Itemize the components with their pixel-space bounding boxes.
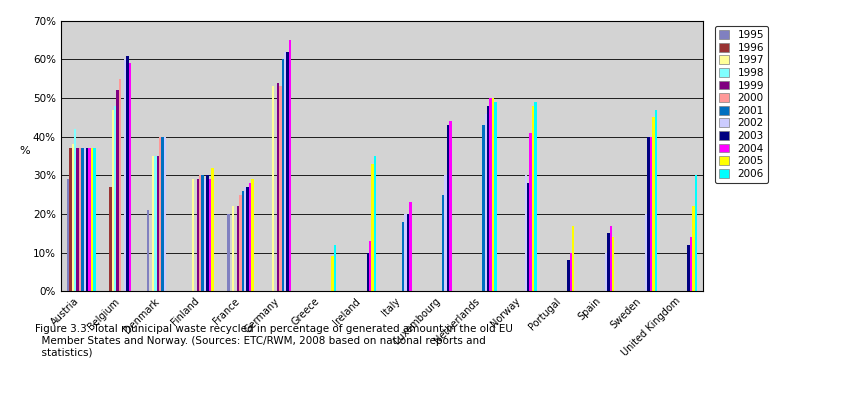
Bar xyxy=(208,179,211,291)
Bar xyxy=(272,87,274,291)
Bar xyxy=(247,187,249,291)
Bar xyxy=(67,179,69,291)
Bar xyxy=(612,237,615,291)
Bar xyxy=(126,56,128,291)
Bar xyxy=(645,214,648,291)
Bar xyxy=(532,106,535,291)
Bar xyxy=(192,179,194,291)
Bar xyxy=(567,260,569,291)
Bar xyxy=(74,129,76,291)
Bar xyxy=(147,210,149,291)
Bar xyxy=(450,121,451,291)
Bar xyxy=(249,183,251,291)
Bar xyxy=(654,110,657,291)
Bar xyxy=(284,52,286,291)
Bar xyxy=(694,175,697,291)
Bar xyxy=(366,253,369,291)
Bar xyxy=(535,102,536,291)
Bar xyxy=(444,175,447,291)
Bar xyxy=(69,148,71,291)
Bar xyxy=(407,214,409,291)
Bar xyxy=(211,168,214,291)
Bar xyxy=(605,253,608,291)
Bar xyxy=(569,253,572,291)
Bar xyxy=(374,156,377,291)
Bar xyxy=(289,40,292,291)
Bar xyxy=(227,214,229,291)
Bar xyxy=(119,79,122,291)
Bar xyxy=(112,110,114,291)
Bar xyxy=(608,233,609,291)
Bar xyxy=(648,137,650,291)
Bar xyxy=(204,179,207,291)
Bar xyxy=(199,175,201,291)
Bar xyxy=(251,179,253,291)
Bar xyxy=(527,183,529,291)
Bar xyxy=(207,175,208,291)
Bar xyxy=(650,137,652,291)
Bar xyxy=(114,106,116,291)
Bar xyxy=(93,148,95,291)
Bar xyxy=(402,222,404,291)
Bar xyxy=(244,187,247,291)
Bar xyxy=(529,133,532,291)
Bar xyxy=(492,98,494,291)
Bar xyxy=(332,256,334,291)
Bar xyxy=(572,225,575,291)
Bar xyxy=(409,202,411,291)
Bar xyxy=(91,148,93,291)
Bar xyxy=(71,144,74,291)
Bar xyxy=(164,137,166,291)
Bar xyxy=(237,206,240,291)
Bar xyxy=(197,179,199,291)
Bar xyxy=(161,137,164,291)
Bar xyxy=(82,148,83,291)
Bar xyxy=(79,148,82,291)
Legend: 1995, 1996, 1997, 1998, 1999, 2000, 2001, 2002, 2003, 2004, 2005, 2006: 1995, 1996, 1997, 1998, 1999, 2000, 2001… xyxy=(714,26,768,183)
Bar xyxy=(159,137,161,291)
Bar xyxy=(282,59,284,291)
Bar xyxy=(334,245,336,291)
Bar xyxy=(494,102,496,291)
Bar xyxy=(652,117,654,291)
Bar xyxy=(690,237,693,291)
Bar xyxy=(687,245,690,291)
Bar xyxy=(286,52,289,291)
Bar xyxy=(89,148,91,291)
Bar xyxy=(524,175,527,291)
Bar xyxy=(76,148,79,291)
Bar xyxy=(693,206,694,291)
Bar xyxy=(484,114,487,291)
Bar xyxy=(240,195,241,291)
Bar xyxy=(609,225,612,291)
Bar xyxy=(404,214,407,291)
Bar xyxy=(279,87,282,291)
Bar xyxy=(442,195,444,291)
Bar xyxy=(83,148,86,291)
Bar xyxy=(232,206,234,291)
Bar xyxy=(241,191,244,291)
Y-axis label: %: % xyxy=(19,146,30,156)
Bar xyxy=(482,125,484,291)
Bar xyxy=(128,63,131,291)
Bar xyxy=(369,241,372,291)
Bar xyxy=(372,164,374,291)
Bar xyxy=(277,83,279,291)
Bar xyxy=(156,156,159,291)
Bar xyxy=(109,187,112,291)
Bar xyxy=(116,90,119,291)
Bar xyxy=(487,106,490,291)
Bar xyxy=(124,59,126,291)
Bar xyxy=(152,156,155,291)
Bar xyxy=(490,98,492,291)
Bar xyxy=(447,125,450,291)
Bar xyxy=(86,148,89,291)
Text: Figure 3.3. Total municipal waste recycled in percentage of generated amount in : Figure 3.3. Total municipal waste recycl… xyxy=(35,324,513,358)
Bar xyxy=(155,156,156,291)
Bar xyxy=(201,175,204,291)
